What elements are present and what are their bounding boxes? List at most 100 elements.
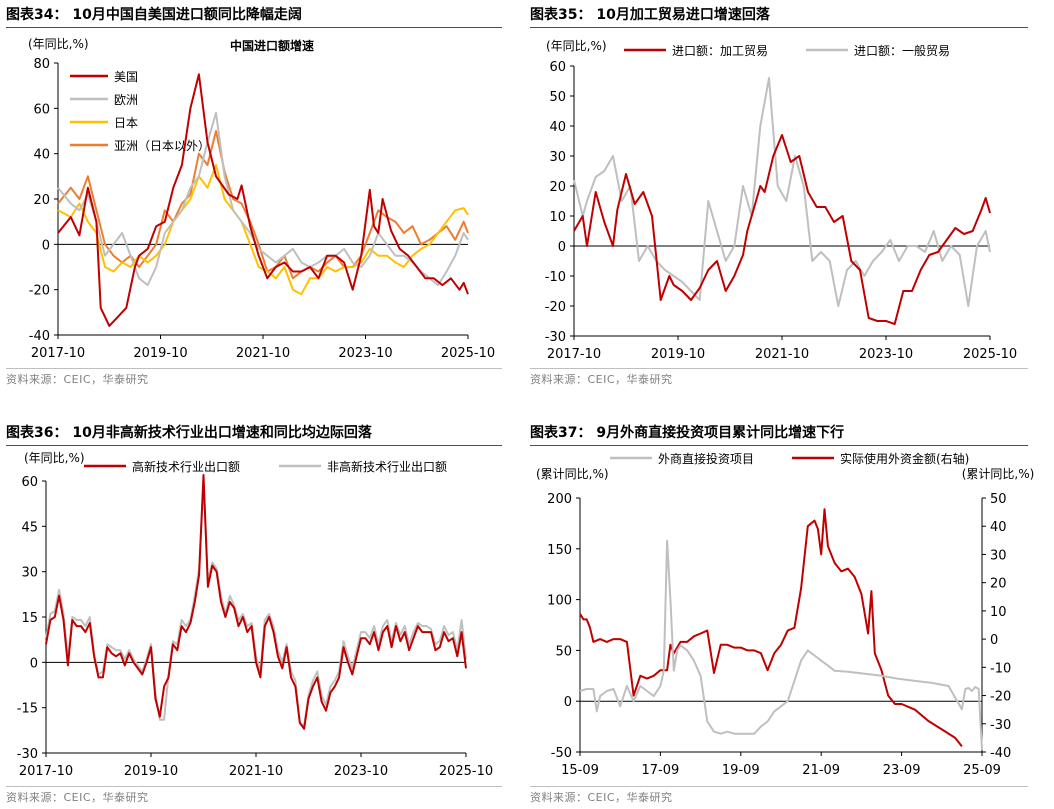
y-axis-label: (累计同比,%) [536, 467, 609, 481]
y-right-tick-label: 50 [990, 492, 1007, 507]
y-tick-label: -30 [545, 330, 566, 345]
y-tick-label: 80 [33, 57, 50, 72]
panel-1: 图表34： 10月中国自美国进口额同比降幅走阔 -40 -20 0 20 40 60 80 2… [0, 0, 510, 395]
series-line-1 [573, 77, 991, 307]
source-note: 资料来源：CEIC，华泰研究 [6, 791, 149, 804]
y-tick-label: 150 [547, 543, 572, 558]
source-rule [6, 786, 502, 787]
legend-label: 高新技术行业出口额 [132, 459, 240, 474]
y-tick-label: -20 [545, 300, 566, 315]
y-axis-label: (年同比,%) [546, 39, 607, 53]
panel-title: 图表34： 10月中国自美国进口额同比降幅走阔 [6, 7, 302, 23]
x-tick-label: 2017-10 [19, 764, 73, 779]
y-axis-right-label: (累计同比,%) [962, 467, 1035, 481]
x-tick-label: 2023-10 [334, 764, 388, 779]
y-tick-label: 50 [555, 644, 572, 659]
series-line-1 [45, 480, 467, 727]
y-tick-label: 40 [549, 120, 566, 135]
y-right-tick-label: 30 [990, 548, 1007, 563]
x-tick-label: 2021-10 [755, 347, 809, 362]
y-tick-label: 60 [21, 475, 38, 490]
y-right-tick-label: -10 [990, 661, 1011, 676]
x-tick-label: 25-09 [963, 763, 1001, 778]
y-tick-label: 15 [21, 611, 38, 626]
y-tick-label: 20 [549, 180, 566, 195]
y-right-tick-label: 40 [990, 520, 1007, 535]
y-tick-label: 10 [549, 210, 566, 225]
y-tick-label: 60 [549, 60, 566, 75]
x-tick-label: 17-09 [642, 763, 680, 778]
panel-3: 图表36： 10月非高新技术行业出口增速和同比均边际回落 -30 -15 0 15 30… [0, 418, 510, 809]
y-tick-label: -15 [17, 702, 38, 717]
series-line-3 [57, 130, 469, 280]
x-tick-label: 2017-10 [547, 347, 601, 362]
y-right-tick-label: -20 [990, 690, 1011, 705]
y-axis-label: (年同比,%) [24, 451, 85, 465]
legend-label: 外商直接投资项目 [658, 451, 754, 466]
legend-label: 亚洲（日本以外） [114, 139, 210, 153]
legend-label: 非高新技术行业出口额 [327, 459, 447, 474]
y-tick-label: 20 [33, 193, 50, 208]
series-line-0 [579, 539, 983, 751]
x-tick-label: 2023-10 [338, 346, 392, 361]
source-rule [6, 368, 502, 369]
x-tick-label: 2019-10 [133, 346, 187, 361]
x-tick-label: 21-09 [802, 763, 840, 778]
legend-label: 欧洲 [114, 93, 138, 107]
y-tick-label: 30 [549, 150, 566, 165]
x-tick-label: 2019-10 [124, 764, 178, 779]
y-right-tick-label: -40 [990, 746, 1011, 761]
source-rule [530, 786, 1028, 787]
y-tick-label: 40 [33, 148, 50, 163]
y-tick-label: -50 [551, 746, 572, 761]
legend-label: 日本 [114, 116, 138, 130]
source-note: 资料来源：CEIC，华泰研究 [530, 791, 673, 804]
y-right-tick-label: 0 [990, 633, 998, 648]
chart-title: 中国进口额增速 [230, 38, 314, 53]
panel-4: 图表37： 9月外商直接投资项目累计同比增速下行 -50 0 50 100 150 200… [528, 418, 1054, 809]
y-tick-label: -10 [545, 270, 566, 285]
panel-title: 图表37： 9月外商直接投资项目累计同比增速下行 [530, 425, 845, 441]
title-rule [530, 27, 1028, 28]
y-tick-label: 45 [21, 520, 38, 535]
x-tick-label: 2019-10 [651, 347, 705, 362]
chart-1: -40 -20 0 20 40 60 80 2017-10 2019-10 2021-10 2023… [28, 37, 495, 361]
x-tick-label: 15-09 [561, 763, 599, 778]
series-line-0 [573, 134, 991, 325]
y-right-tick-label: 20 [990, 577, 1007, 592]
y-right-tick-label: -30 [990, 718, 1011, 733]
legend-label: 进口额：一般贸易 [854, 43, 950, 58]
x-tick-label: 2025-10 [439, 764, 493, 779]
y-tick-label: 0 [30, 656, 38, 671]
source-rule [530, 368, 1028, 369]
title-rule [6, 27, 502, 28]
x-tick-label: 2023-10 [859, 347, 913, 362]
y-tick-label: 0 [558, 240, 566, 255]
x-tick-label: 2021-10 [236, 346, 290, 361]
legend-label: 实际使用外资金额(右轴) [840, 451, 969, 466]
panel-title: 图表36： 10月非高新技术行业出口增速和同比均边际回落 [6, 425, 372, 441]
source-note: 资料来源：CEIC，华泰研究 [6, 373, 149, 386]
source-note: 资料来源：CEIC，华泰研究 [530, 373, 673, 386]
y-tick-label: 100 [547, 594, 572, 609]
title-rule [6, 445, 502, 446]
y-tick-label: 30 [21, 566, 38, 581]
x-tick-label: 2021-10 [229, 764, 283, 779]
chart-4: -50 0 50 100 150 200 -40 -30 -20 -10 0 10 20 30 40 50 15… [536, 451, 1035, 778]
y-right-tick-label: 10 [990, 605, 1007, 620]
y-tick-label: -30 [17, 747, 38, 762]
legend-label: 美国 [114, 70, 138, 84]
x-tick-label: 2025-10 [441, 346, 495, 361]
x-tick-label: 2017-10 [31, 346, 85, 361]
x-tick-label: 23-09 [883, 763, 921, 778]
y-tick-label: 60 [33, 102, 50, 117]
panel-2: 图表35： 10月加工贸易进口增速回落 -30 -20 -10 0 10 20 30 40 50… [528, 0, 1054, 395]
series-line-0 [45, 474, 467, 730]
y-tick-label: 50 [549, 90, 566, 105]
series-line-1 [57, 111, 469, 287]
chart-2: -30 -20 -10 0 10 20 30 40 50 60 2017-10 2019-10 2021… [545, 39, 1017, 362]
title-rule [530, 445, 1028, 446]
series-line-2 [57, 164, 469, 296]
x-tick-label: 2025-10 [963, 347, 1017, 362]
y-tick-label: -40 [29, 329, 50, 344]
